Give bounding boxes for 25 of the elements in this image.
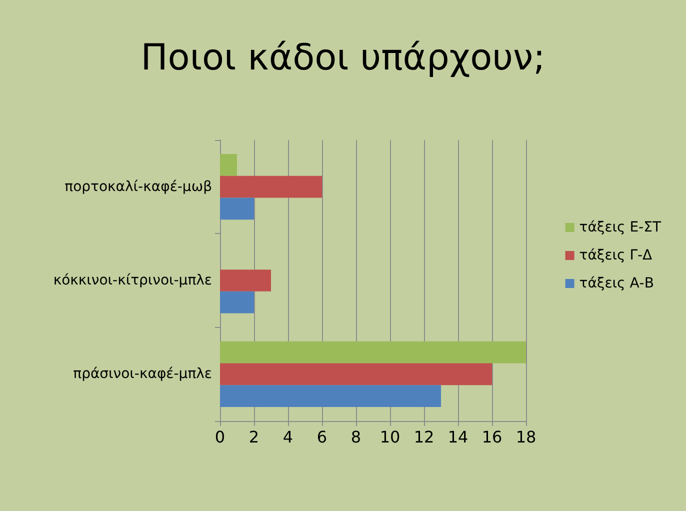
x-tick-label: 18 [516,428,536,446]
bar [220,154,237,176]
x-tick-label: 16 [482,428,502,446]
bar [220,198,254,220]
bar [220,291,254,314]
y-tick-label: πράσινοι-καφέ-μπλε [73,366,212,382]
x-tick-label: 0 [214,428,226,446]
legend-label: τάξεις Α-Β [579,276,654,292]
bar [220,176,322,198]
x-tick-label: 2 [248,428,260,446]
x-tick-label: 12 [414,428,434,446]
legend-label: τάξεις Ε-ΣΤ [579,220,662,236]
x-tick-label: 6 [316,428,328,446]
bar [220,341,526,364]
x-tick-label: 8 [350,428,362,446]
y-tick-label: κόκκινοι-κίτρινοι-μπλε [53,272,212,288]
bar [220,363,492,386]
bar [220,270,271,292]
chart-title: Ποιοι κάδοι υπάρχουν; [140,38,546,78]
bar [220,385,441,407]
legend-label: τάξεις Γ-Δ [579,248,653,264]
y-tick-label: πορτοκαλί-καφέ-μωβ [64,178,212,195]
x-tick-label: 14 [448,428,468,446]
x-tick-label: 10 [380,428,400,446]
x-tick-label: 4 [282,428,294,446]
